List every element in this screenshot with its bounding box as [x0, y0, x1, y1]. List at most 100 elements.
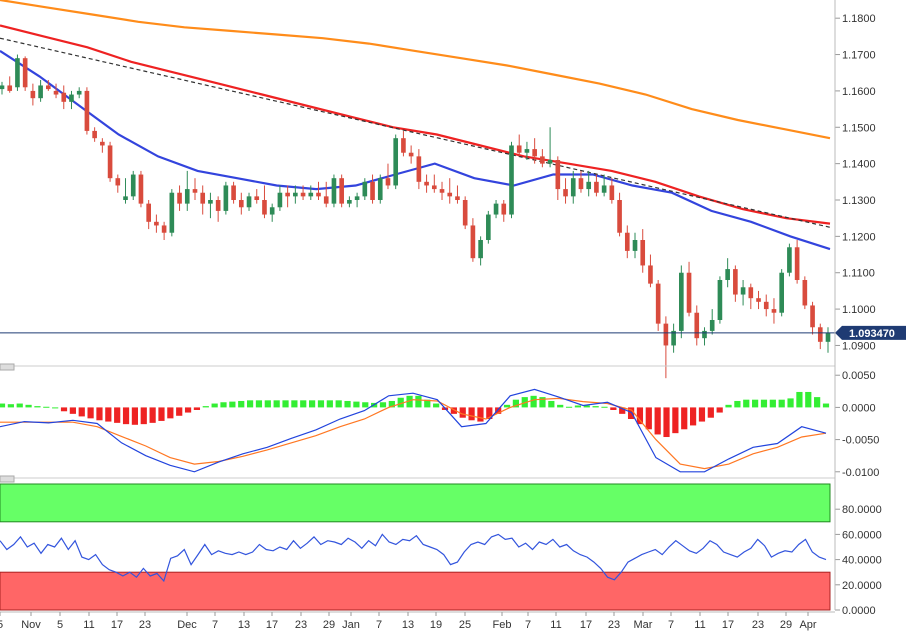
candle-body	[262, 200, 267, 215]
macd-histogram-bar	[645, 407, 652, 430]
macd-panel: 0.0050 0.0000 -0.0050 -0.0100	[0, 370, 879, 479]
candle-body	[771, 309, 777, 313]
macd-histogram-bar	[787, 398, 794, 408]
candle-body	[347, 200, 352, 204]
price-tick-label: 1.1300	[842, 195, 876, 207]
macd-histogram-bar	[149, 407, 156, 423]
x-tick-label: Mar	[634, 619, 653, 631]
macd-histogram-bar	[583, 405, 590, 408]
macd-histogram-bar	[796, 391, 803, 408]
macd-histogram-bar	[131, 407, 139, 425]
macd-histogram-bar	[627, 407, 635, 419]
candle-body	[69, 94, 74, 102]
x-tick-label: 23	[752, 619, 764, 631]
macd-histogram-bar	[96, 407, 103, 421]
candle-body	[370, 181, 375, 200]
macd-histogram-bar	[309, 400, 316, 408]
trend-line	[0, 37, 831, 228]
rsi-panel: 80.0000 60.0000 40.0000 20.0000 0.0000	[0, 483, 882, 617]
candle-body	[431, 185, 437, 190]
x-tick-label: 17	[266, 619, 278, 631]
candlesticks	[0, 54, 831, 379]
candle-body	[385, 178, 391, 186]
macd-histogram-bar	[105, 407, 112, 422]
x-tick-label: 19	[430, 619, 442, 631]
macd-histogram-bar	[805, 391, 812, 408]
candle-body	[339, 178, 344, 204]
candle-body	[200, 192, 206, 204]
macd-histogram-bar	[636, 407, 644, 425]
x-tick-label: Dec	[177, 619, 197, 631]
candle-body	[617, 200, 622, 233]
candle-body	[470, 225, 476, 259]
x-tick-label: Nov	[21, 619, 41, 631]
macd-histogram-bar	[681, 407, 688, 430]
candle-body	[694, 312, 700, 339]
macd-histogram-bar	[87, 407, 94, 419]
candle-body	[401, 138, 406, 153]
candle-body	[38, 85, 43, 99]
candle-body	[76, 90, 82, 95]
macd-histogram-bar	[565, 406, 573, 408]
last-price-label: 1.093470	[849, 328, 895, 340]
candle-body	[624, 232, 630, 251]
macd-histogram-bar	[548, 400, 555, 408]
macd-histogram-bar	[760, 399, 768, 408]
candle-body	[601, 185, 607, 193]
macd-histogram-bar	[495, 407, 502, 414]
macd-histogram-bar	[734, 400, 741, 408]
macd-histogram-bar	[34, 406, 41, 408]
candle-body	[15, 58, 20, 88]
macd-histogram	[0, 391, 830, 438]
candle-body	[161, 225, 167, 233]
candle-body	[594, 181, 599, 193]
candle-body	[478, 240, 483, 259]
candle-body	[223, 185, 229, 211]
rsi-tick-label: 20.0000	[842, 580, 882, 592]
candle-body	[177, 192, 182, 204]
candle-body	[215, 200, 221, 211]
panel-resize-handle[interactable]	[0, 475, 15, 483]
macd-histogram-bar	[769, 399, 776, 408]
candle-body	[354, 196, 360, 200]
candle-body	[447, 192, 453, 197]
candle-body	[246, 196, 252, 208]
macd-histogram-bar	[362, 402, 369, 408]
macd-histogram-bar	[344, 400, 351, 408]
candle-body	[563, 189, 568, 197]
x-tick-label: 17	[111, 619, 123, 631]
macd-tick-label: 0.0000	[842, 402, 876, 414]
candle-body	[655, 283, 661, 324]
macd-histogram-bar	[167, 407, 174, 419]
rsi-zones	[0, 483, 831, 611]
candle-body	[794, 247, 800, 280]
panel-resize-handle[interactable]	[0, 363, 15, 371]
candle-body	[570, 178, 576, 197]
macd-histogram-bar	[211, 403, 218, 408]
macd-histogram-bar	[78, 407, 85, 417]
price-tick-label: 1.1700	[842, 50, 876, 62]
macd-histogram-bar	[25, 404, 32, 408]
macd-histogram-bar	[7, 404, 14, 408]
price-tick-label: 1.1600	[842, 86, 876, 98]
candle-body	[269, 207, 275, 215]
macd-histogram-bar	[388, 400, 395, 408]
candle-body	[316, 192, 321, 197]
candle-body	[130, 174, 136, 197]
candle-body	[22, 58, 28, 88]
candle-body	[238, 200, 244, 208]
macd-histogram-bar	[273, 400, 280, 408]
x-tick-label: 17	[722, 619, 734, 631]
macd-tick-label: -0.0100	[842, 467, 879, 479]
candle-body	[679, 272, 684, 331]
candle-body	[748, 287, 754, 299]
candle-body	[184, 189, 190, 204]
x-tick-label: 7	[376, 619, 382, 631]
rsi-line	[0, 533, 827, 583]
x-tick-label: 23	[295, 619, 307, 631]
candle-body	[532, 149, 537, 157]
candle-body	[702, 330, 707, 339]
candle-body	[740, 287, 746, 295]
candle-body	[501, 203, 507, 215]
candle-body	[547, 160, 553, 164]
